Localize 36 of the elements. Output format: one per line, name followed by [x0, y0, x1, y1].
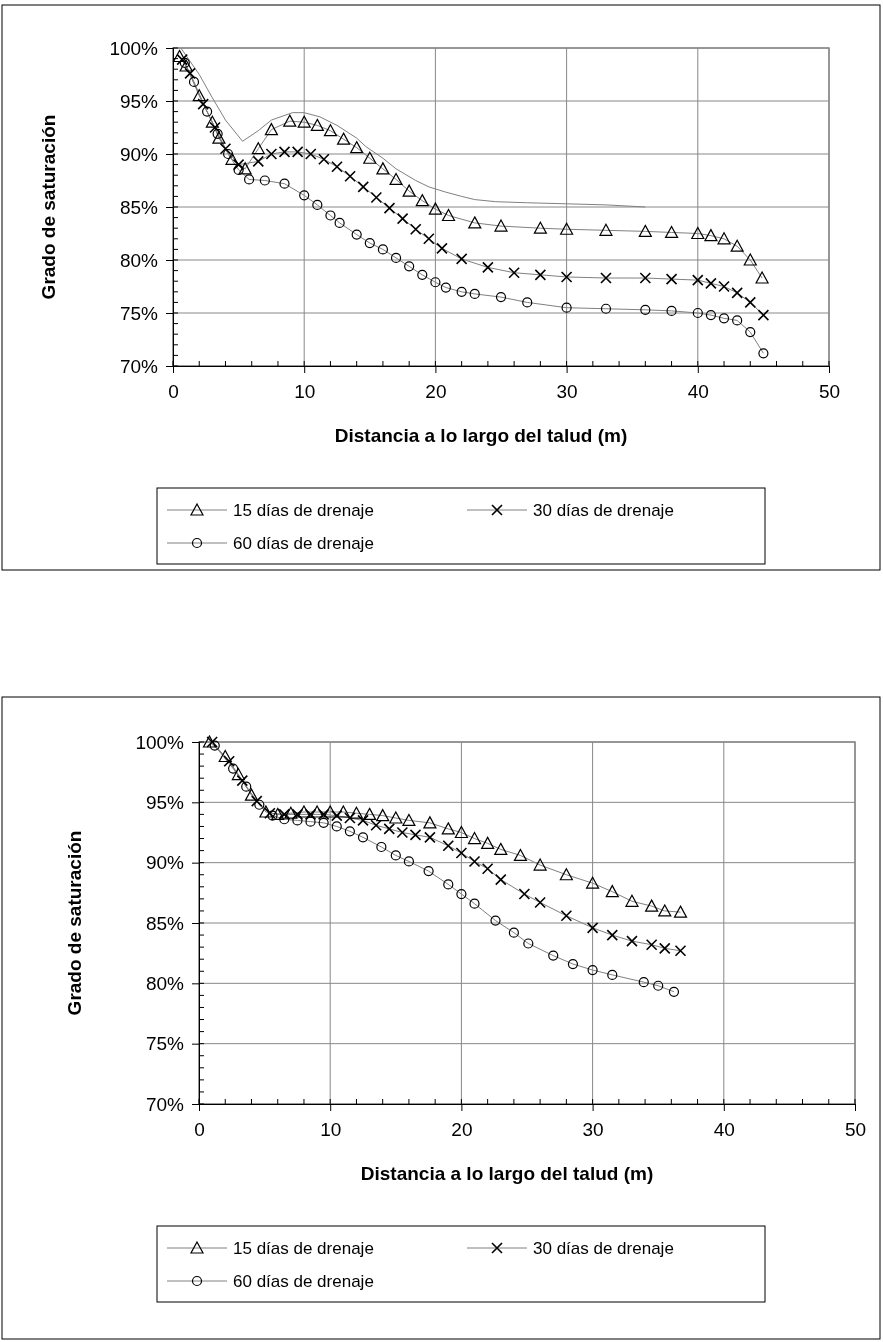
x-tick-label: 0: [194, 1119, 205, 1141]
legend-label: 30 días de drenaje: [533, 1239, 674, 1258]
y-tick-label: 70%: [145, 1093, 185, 1115]
y-tick-label: 95%: [145, 791, 185, 813]
y-axis-title: Grado de saturación: [38, 114, 59, 300]
x-tick-label: 40: [713, 1119, 735, 1141]
legend-label: 60 días de drenaje: [233, 1272, 374, 1291]
legend-label: 15 días de drenaje: [233, 1239, 374, 1258]
x-tick-label: 40: [687, 381, 709, 403]
x-tick-label: 50: [818, 381, 841, 403]
y-tick-label: 100%: [135, 731, 185, 753]
y-tick-label: 80%: [119, 249, 159, 271]
x-tick-label: 10: [320, 1119, 342, 1141]
y-tick-label: 85%: [119, 196, 159, 218]
legend-label: 60 días de drenaje: [233, 534, 374, 553]
legend-label: 15 días de drenaje: [233, 501, 374, 520]
y-tick-label: 70%: [119, 355, 159, 377]
y-tick-label: 80%: [145, 972, 185, 994]
x-axis-title: Distancia a lo largo del talud (m): [360, 1163, 654, 1184]
y-tick-label: 85%: [145, 912, 185, 934]
x-axis-title: Distancia a lo largo del talud (m): [334, 425, 628, 446]
legend-label: 30 días de drenaje: [533, 501, 674, 520]
y-tick-label: 100%: [109, 37, 159, 59]
y-axis-title: Grado de saturación: [64, 830, 85, 1016]
y-tick-label: 95%: [119, 90, 159, 112]
y-tick-label: 75%: [145, 1033, 185, 1055]
x-tick-label: 30: [556, 381, 578, 403]
y-tick-label: 90%: [119, 143, 159, 165]
x-tick-label: 20: [425, 381, 447, 403]
x-tick-label: 30: [582, 1119, 604, 1141]
y-tick-label: 75%: [119, 302, 159, 324]
x-tick-label: 10: [294, 381, 316, 403]
x-tick-label: 0: [168, 381, 179, 403]
y-tick-label: 90%: [145, 852, 185, 874]
x-tick-label: 20: [451, 1119, 473, 1141]
x-tick-label: 50: [844, 1119, 867, 1141]
